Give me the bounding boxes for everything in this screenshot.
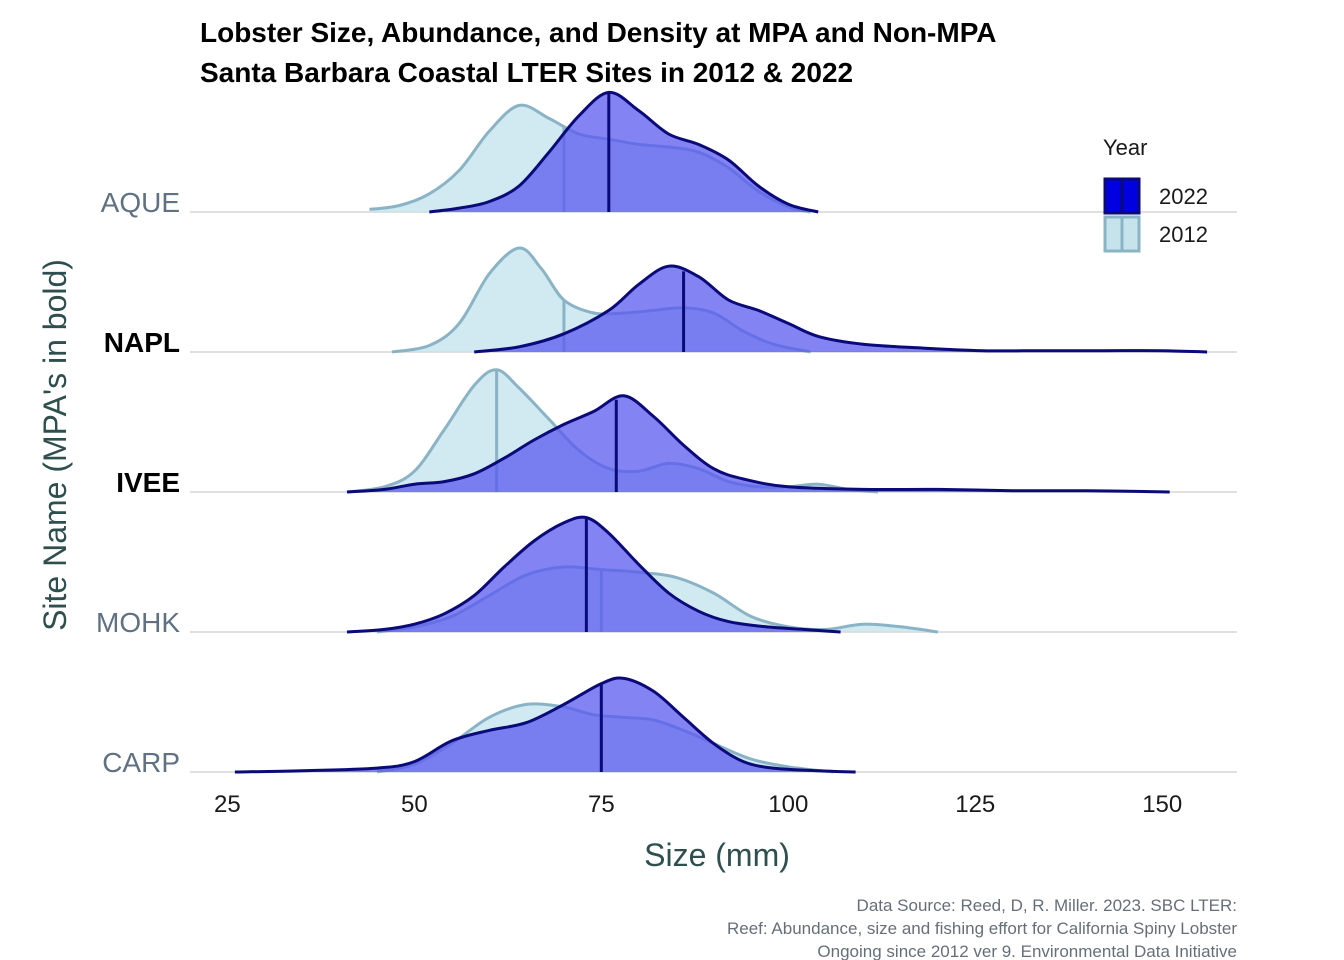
legend: Year 2022 2012: [1103, 135, 1208, 253]
density-fill-ivee-2022: [347, 395, 1170, 492]
density-fill-carp-2022: [234, 678, 856, 772]
density-mohk-2022: [346, 515, 841, 634]
caption-line-3: Ongoing since 2012 ver 9. Environmental …: [817, 942, 1237, 960]
ridge-row-mohk: [190, 515, 1237, 634]
caption: Data Source: Reed, D, R. Miller. 2023. S…: [727, 896, 1237, 960]
y-axis-title: Site Name (MPA's in bold): [37, 259, 73, 631]
x-tick-150: 150: [1142, 791, 1182, 818]
caption-line-2: Reef: Abundance, size and fishing effort…: [727, 919, 1237, 938]
ridge-row-ivee: [190, 368, 1237, 494]
legend-item-2022: 2022: [1103, 177, 1208, 215]
ridge-row-aque: [190, 90, 1237, 214]
chart-title-line-1: Lobster Size, Abundance, and Density at …: [200, 17, 997, 48]
x-tick-75: 75: [588, 791, 615, 818]
density-fill-ivee-2012: [347, 369, 878, 492]
site-label-napl: NAPL: [104, 327, 180, 358]
legend-item-2012: 2012: [1103, 215, 1208, 253]
density-napl-2022: [474, 264, 1208, 354]
site-label-carp: CARP: [102, 747, 180, 778]
density-fill-napl-2022: [474, 266, 1208, 352]
chart-title-line-2: Santa Barbara Coastal LTER Sites in 2012…: [200, 57, 853, 88]
density-line-ivee-2022: [346, 394, 1170, 494]
x-axis-ticks: 25 50 75 100 125 150: [214, 791, 1182, 818]
x-tick-50: 50: [401, 791, 428, 818]
y-axis-site-labels: AQUE NAPL IVEE MOHK CARP: [96, 187, 180, 778]
ridge-row-napl: [190, 246, 1237, 354]
site-label-ivee: IVEE: [116, 467, 180, 498]
legend-title: Year: [1103, 135, 1147, 160]
x-tick-25: 25: [214, 791, 241, 818]
site-label-aque: AQUE: [101, 187, 180, 218]
density-aque-2022: [429, 90, 819, 214]
density-fill-mohk-2022: [347, 517, 841, 632]
legend-label-2012: 2012: [1159, 222, 1208, 247]
density-ivee-2022: [346, 394, 1170, 494]
legend-label-2022: 2022: [1159, 184, 1208, 209]
x-tick-125: 125: [955, 791, 995, 818]
caption-line-1: Data Source: Reed, D, R. Miller. 2023. S…: [857, 896, 1237, 915]
density-line-aque-2022: [429, 90, 819, 214]
x-axis-title: Size (mm): [644, 837, 790, 873]
ridge-row-carp: [190, 676, 1237, 774]
x-tick-100: 100: [768, 791, 808, 818]
density-fill-aque-2022: [429, 92, 819, 212]
plot-area: [190, 90, 1237, 774]
site-label-mohk: MOHK: [96, 607, 180, 638]
density-carp-2022: [234, 676, 856, 774]
density-line-napl-2022: [474, 264, 1208, 354]
